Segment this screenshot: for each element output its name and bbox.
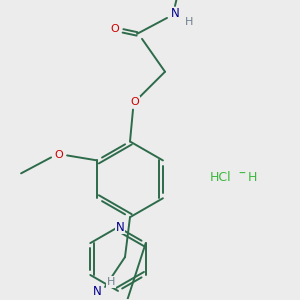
Text: H: H xyxy=(248,171,257,184)
Text: HCl: HCl xyxy=(210,171,232,184)
Text: O: O xyxy=(111,24,119,34)
Text: –: – xyxy=(238,167,245,182)
Text: O: O xyxy=(130,97,140,106)
Text: O: O xyxy=(55,150,64,161)
Text: N: N xyxy=(93,285,101,298)
Text: H: H xyxy=(185,17,193,27)
Text: H: H xyxy=(107,277,115,287)
Text: N: N xyxy=(171,8,179,20)
Text: N: N xyxy=(116,221,124,234)
